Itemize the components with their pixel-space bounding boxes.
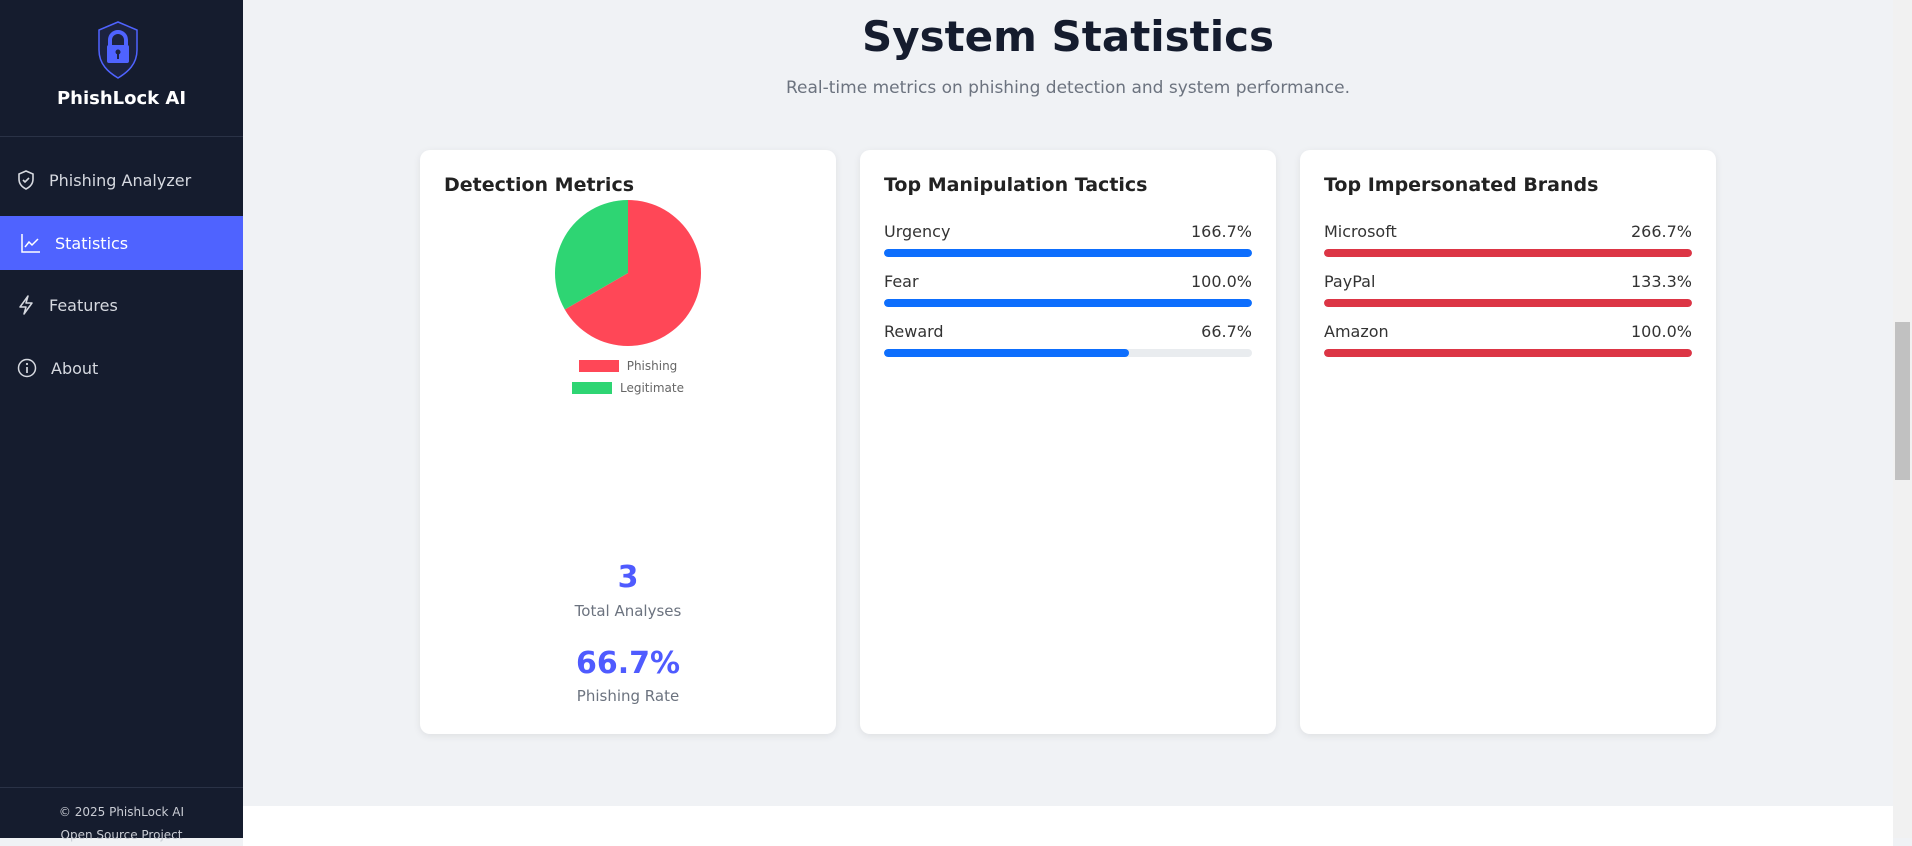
progress-fill <box>1324 249 1692 257</box>
scrollbar-thumb[interactable] <box>1895 322 1910 480</box>
card-title: Detection Metrics <box>444 174 635 196</box>
progress-track <box>1324 299 1692 307</box>
stat-row: Urgency 166.7% <box>884 222 1252 257</box>
progress-fill <box>1324 299 1692 307</box>
page-subtitle: Real-time metrics on phishing detection … <box>785 78 1350 98</box>
brand-name: PhishLock AI <box>56 88 187 109</box>
page-title: System Statistics <box>861 12 1275 61</box>
phishing-rate-label: Phishing Rate <box>576 687 680 705</box>
divider <box>0 136 243 137</box>
stat-label: Urgency <box>884 222 951 241</box>
stat-row: PayPal 133.3% <box>1324 272 1692 307</box>
progress-fill <box>884 349 1130 357</box>
stat-label: Microsoft <box>1324 222 1397 241</box>
legend-item-legitimate[interactable]: Legitimate <box>420 381 836 395</box>
total-analyses-value: 3 <box>617 560 639 595</box>
footer-note: Open Source Project <box>60 828 183 842</box>
progress-fill <box>1324 349 1692 357</box>
manipulation-tactics-card: Top Manipulation Tactics Urgency 166.7% Fe… <box>860 150 1276 734</box>
stat-value: 166.7% <box>1190 222 1252 241</box>
sidebar-item-features[interactable]: Features <box>0 278 243 332</box>
progress-track <box>1324 349 1692 357</box>
stat-label: Amazon <box>1324 322 1389 341</box>
stat-label: Fear <box>884 272 919 291</box>
progress-track <box>884 249 1252 257</box>
sidebar-item-label: Phishing Analyzer <box>49 170 192 190</box>
sidebar: PhishLock AI Phishing Analyzer Statistic… <box>0 0 243 842</box>
stat-row: Reward 66.7% <box>884 322 1252 357</box>
phishing-rate-value: 66.7% <box>575 646 681 681</box>
stat-value: 133.3% <box>1630 272 1692 291</box>
detection-metrics-card: Detection Metrics Phishing Legitimate 3 … <box>420 150 836 734</box>
stat-value: 100.0% <box>1190 272 1252 291</box>
pie-slice-phishing[interactable] <box>564 200 701 346</box>
shield-check-icon <box>18 170 34 190</box>
legend-label: Legitimate <box>620 381 684 395</box>
next-section <box>243 806 1893 846</box>
progress-fill <box>884 249 1252 257</box>
card-title: Top Manipulation Tactics <box>884 174 1148 196</box>
progress-track <box>884 349 1252 357</box>
stat-value: 100.0% <box>1630 322 1692 341</box>
stat-value: 66.7% <box>1201 322 1252 341</box>
card-title: Top Impersonated Brands <box>1324 174 1599 196</box>
line-chart-icon <box>21 234 40 253</box>
progress-fill <box>884 299 1252 307</box>
sidebar-item-label: Statistics <box>55 233 129 253</box>
sidebar-item-label: Features <box>49 295 118 315</box>
stat-row: Amazon 100.0% <box>1324 322 1692 357</box>
main-content: System Statistics Real-time metrics on p… <box>243 0 1893 846</box>
sidebar-item-about[interactable]: About <box>0 341 243 395</box>
copyright: © 2025 PhishLock AI <box>58 805 185 819</box>
stat-row: Fear 100.0% <box>884 272 1252 307</box>
legend-swatch <box>578 360 619 372</box>
scrollbar[interactable] <box>1893 0 1912 838</box>
sidebar-item-phishing-analyzer[interactable]: Phishing Analyzer <box>0 153 243 207</box>
legend-swatch <box>572 382 612 394</box>
progress-track <box>1324 249 1692 257</box>
shield-lock-icon <box>98 21 138 79</box>
progress-track <box>884 299 1252 307</box>
pie-slice-legitimate[interactable] <box>555 200 628 310</box>
legend-label: Phishing <box>626 359 678 373</box>
stat-value: 266.7% <box>1630 222 1692 241</box>
sidebar-item-statistics[interactable]: Statistics <box>0 216 243 270</box>
pie-chart <box>555 200 701 346</box>
legend-item-phishing[interactable]: Phishing <box>420 359 836 373</box>
stat-label: PayPal <box>1324 272 1376 291</box>
stat-label: Reward <box>884 322 944 341</box>
stat-row: Microsoft 266.7% <box>1324 222 1692 257</box>
divider <box>0 787 243 788</box>
info-icon <box>17 358 37 378</box>
impersonated-brands-card: Top Impersonated Brands Microsoft 266.7% P… <box>1300 150 1716 734</box>
lightning-icon <box>19 295 33 315</box>
total-analyses-label: Total Analyses <box>574 602 682 620</box>
sidebar-item-label: About <box>51 358 99 378</box>
